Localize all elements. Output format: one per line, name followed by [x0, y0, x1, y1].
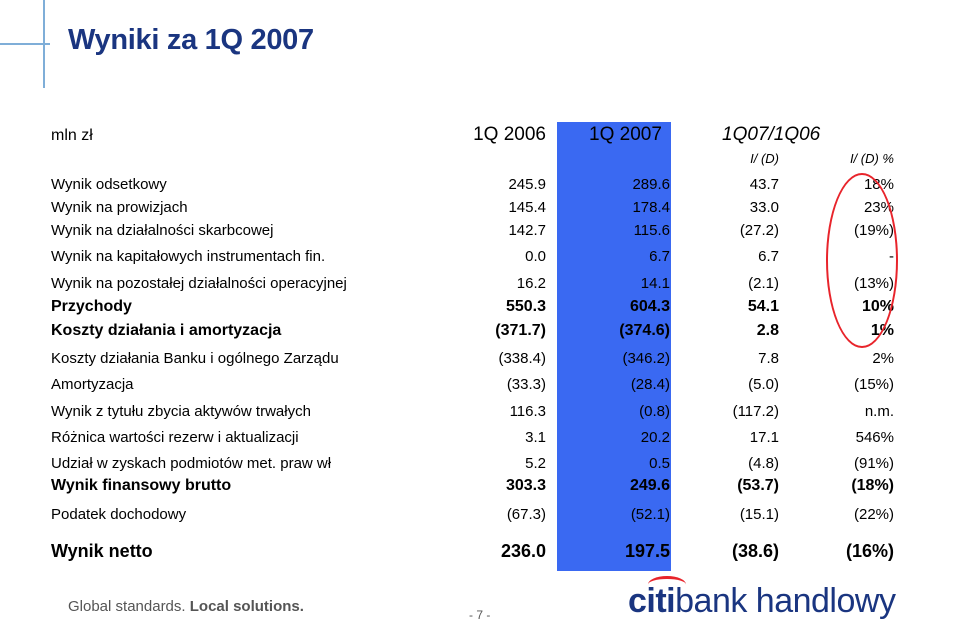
value-change-abs: 54.1 [747, 298, 779, 315]
value-1q2007: 115.6 [633, 222, 670, 239]
value-change-pct: (22%) [853, 506, 894, 523]
logo-arc-icon [648, 576, 686, 593]
row-label: Wynik odsetkowy [51, 176, 167, 193]
value-change-abs: 2.8 [756, 322, 779, 339]
row-label: Wynik z tytułu zbycia aktywów trwałych [51, 403, 311, 420]
highlight-circle [826, 173, 898, 348]
column-header-change: 1Q07/1Q06 [722, 124, 821, 145]
value-1q2006: 145.4 [508, 199, 546, 216]
page-number: - 7 - [469, 608, 491, 622]
value-1q2006: 550.3 [505, 298, 546, 315]
row-label: Wynik na pozostałej działalności operacy… [51, 275, 347, 292]
value-1q2006: 116.3 [509, 403, 546, 420]
value-change-abs: 33.0 [749, 199, 779, 216]
value-change-abs: 43.7 [749, 176, 779, 193]
value-1q2006: 303.3 [505, 477, 546, 494]
row-label: Wynik na działalności skarbcowej [51, 222, 274, 239]
page-title: Wyniki za 1Q 2007 [68, 24, 314, 56]
value-1q2006: 5.2 [525, 455, 546, 472]
value-1q2007: 289.6 [632, 176, 670, 193]
value-1q2006: (67.3) [506, 506, 546, 523]
value-1q2006: (33.3) [506, 376, 546, 393]
column-header-1q2007: 1Q 2007 [589, 124, 662, 145]
subheader-change-abs: I/ (D) [750, 151, 779, 166]
value-1q2007: 20.2 [640, 429, 670, 446]
value-1q2007: 178.4 [632, 199, 670, 216]
value-change-abs: (2.1) [748, 275, 779, 292]
value-1q2006: 16.2 [516, 275, 546, 292]
logo-brand: citi [628, 576, 686, 620]
tagline-part-2: Local solutions. [189, 598, 304, 615]
value-change-abs: (38.6) [731, 541, 779, 561]
value-change-abs: 6.7 [758, 248, 779, 265]
row-label: Amortyzacja [51, 376, 134, 393]
value-change-abs: (4.8) [748, 455, 779, 472]
value-1q2007: 249.6 [629, 477, 670, 494]
row-label: Koszty działania i amortyzacja [51, 322, 282, 339]
value-1q2006: (338.4) [498, 350, 546, 367]
value-1q2007: 14.1 [640, 275, 670, 292]
value-change-pct: 2% [872, 350, 894, 367]
value-change-abs: (5.0) [748, 376, 779, 393]
value-1q2007: 6.7 [649, 248, 670, 265]
value-1q2007: (28.4) [630, 376, 670, 393]
subheader-change-pct: I/ (D) % [849, 151, 894, 166]
value-1q2006: 142.7 [508, 222, 546, 239]
value-1q2007: (346.2) [622, 350, 670, 367]
value-change-abs: (117.2) [732, 403, 779, 420]
value-change-pct: (15%) [853, 376, 894, 393]
row-label: Wynik na prowizjach [51, 199, 188, 216]
row-label: Udział w zyskach podmiotów met. praw wł [51, 455, 332, 472]
value-1q2006: 245.9 [508, 176, 546, 193]
value-change-abs: (53.7) [737, 477, 779, 494]
row-label: Wynik netto [51, 541, 153, 561]
value-1q2007: 604.3 [629, 298, 670, 315]
value-change-abs: (15.1) [739, 506, 779, 523]
unit-label: mln zł [51, 127, 93, 144]
decorative-line-horizontal [0, 43, 50, 45]
decorative-line-vertical [43, 0, 45, 88]
value-change-pct: n.m. [864, 403, 894, 420]
value-1q2007: 197.5 [624, 541, 670, 561]
row-label: Różnica wartości rezerw i aktualizacji [51, 429, 299, 446]
row-label: Koszty działania Banku i ogólnego Zarząd… [51, 350, 339, 367]
value-1q2006: (371.7) [495, 322, 546, 339]
value-1q2006: 3.1 [525, 429, 546, 446]
footer-tagline: Global standards. Local solutions. [68, 598, 304, 615]
value-1q2007: 0.5 [649, 455, 670, 472]
value-1q2006: 236.0 [500, 541, 546, 561]
row-label: Przychody [51, 298, 132, 315]
value-1q2006: 0.0 [525, 248, 546, 265]
value-1q2007: (52.1) [630, 506, 670, 523]
value-change-abs: 17.1 [749, 429, 779, 446]
row-label: Wynik finansowy brutto [51, 477, 232, 494]
value-change-abs: (27.2) [739, 222, 779, 239]
logo-rest-text: bank handlowy [675, 582, 896, 620]
value-change-pct: (18%) [851, 477, 894, 494]
citi-handlowy-logo: citibank handlowy [628, 576, 896, 621]
value-change-pct: 546% [855, 429, 894, 446]
value-change-pct: (16%) [845, 541, 894, 561]
value-change-pct: (91%) [853, 455, 894, 472]
row-label: Wynik na kapitałowych instrumentach fin. [51, 248, 326, 265]
column-header-1q2006: 1Q 2006 [473, 124, 546, 145]
value-1q2007: (0.8) [639, 403, 670, 420]
tagline-part-1: Global standards. [68, 598, 186, 615]
highlight-column [557, 122, 671, 571]
row-label: Podatek dochodowy [51, 506, 187, 523]
value-1q2007: (374.6) [619, 322, 670, 339]
value-change-abs: 7.8 [758, 350, 779, 367]
